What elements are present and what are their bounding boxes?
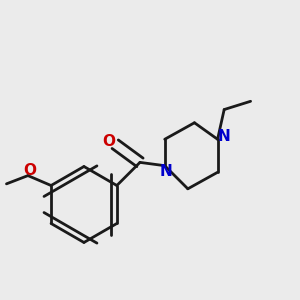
Text: O: O — [23, 163, 36, 178]
Text: O: O — [103, 134, 116, 149]
Text: N: N — [217, 129, 230, 144]
Text: N: N — [159, 164, 172, 179]
